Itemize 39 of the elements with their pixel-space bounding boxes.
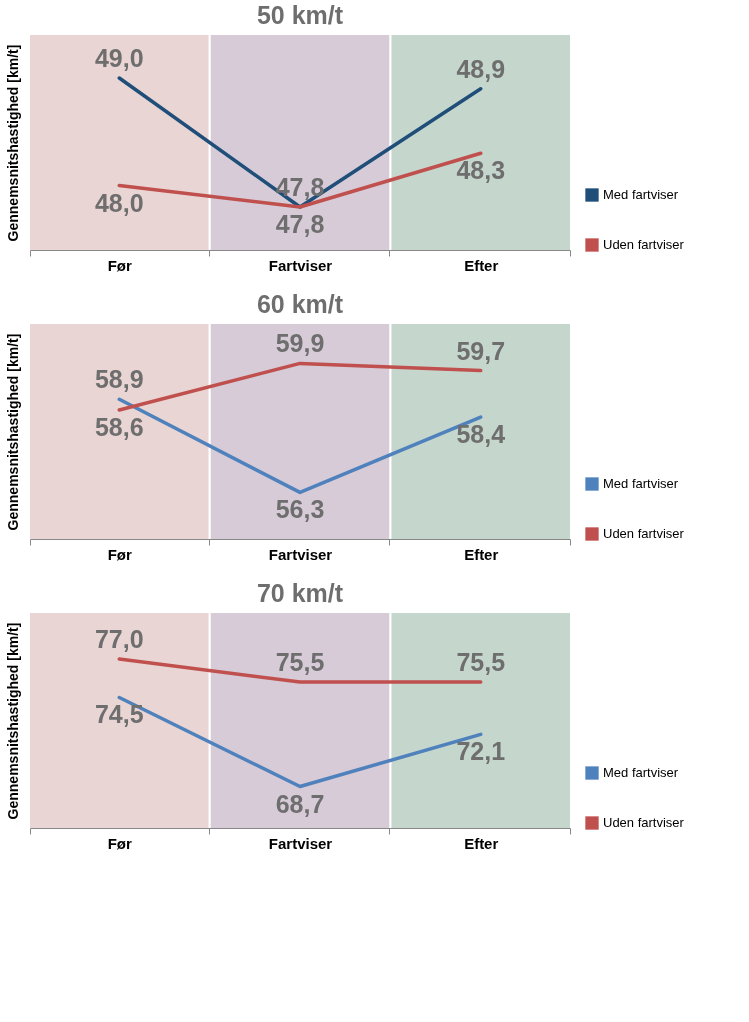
data-label: 72,1 <box>456 737 506 766</box>
data-label: 77,0 <box>94 625 144 654</box>
x-tick-label: Fartviser <box>268 256 333 274</box>
legend-label: Uden fartviser <box>603 526 685 541</box>
x-tick-label: Før <box>107 256 133 274</box>
x-tick-label: Efter <box>464 256 499 274</box>
data-label: 48,9 <box>456 54 506 83</box>
data-label: 58,6 <box>94 413 144 441</box>
data-label: 59,9 <box>275 329 325 358</box>
y-axis-title: Gennemsnitshastighed [km/t] <box>4 333 21 531</box>
data-label: 59,7 <box>456 336 506 365</box>
chart-title: 60 km/t <box>256 290 344 318</box>
data-label: 74,5 <box>94 700 144 729</box>
x-tick-label: Efter <box>464 545 499 563</box>
x-tick-label: Før <box>107 545 133 563</box>
data-label: 56,3 <box>275 495 325 524</box>
data-label: 68,7 <box>275 789 325 818</box>
x-tick-label: Før <box>107 834 133 852</box>
data-label: 49,0 <box>94 44 144 72</box>
data-label: 58,4 <box>456 420 506 449</box>
legend-label: Med fartviser <box>603 187 679 202</box>
data-label: 47,8 <box>275 173 325 201</box>
y-axis-title: Gennemsnitshastighed [km/t] <box>4 622 21 820</box>
data-label: 47,8 <box>275 210 325 238</box>
x-tick-label: Fartviser <box>268 545 333 563</box>
chart-title: 50 km/t <box>256 1 344 29</box>
x-tick-label: Efter <box>464 834 499 852</box>
data-label: 48,3 <box>456 156 506 185</box>
data-label: 58,9 <box>94 365 144 394</box>
y-axis-title: Gennemsnitshastighed [km/t] <box>4 44 21 242</box>
legend-label: Uden fartviser <box>603 237 685 252</box>
legend-label: Uden fartviser <box>603 815 685 830</box>
data-label: 48,0 <box>94 188 144 217</box>
data-label: 75,5 <box>275 648 325 677</box>
chart-title: 70 km/t <box>256 579 344 607</box>
x-tick-label: Fartviser <box>268 834 333 852</box>
data-label: 75,5 <box>456 648 506 677</box>
legend-label: Med fartviser <box>603 765 679 780</box>
legend-label: Med fartviser <box>603 476 679 491</box>
